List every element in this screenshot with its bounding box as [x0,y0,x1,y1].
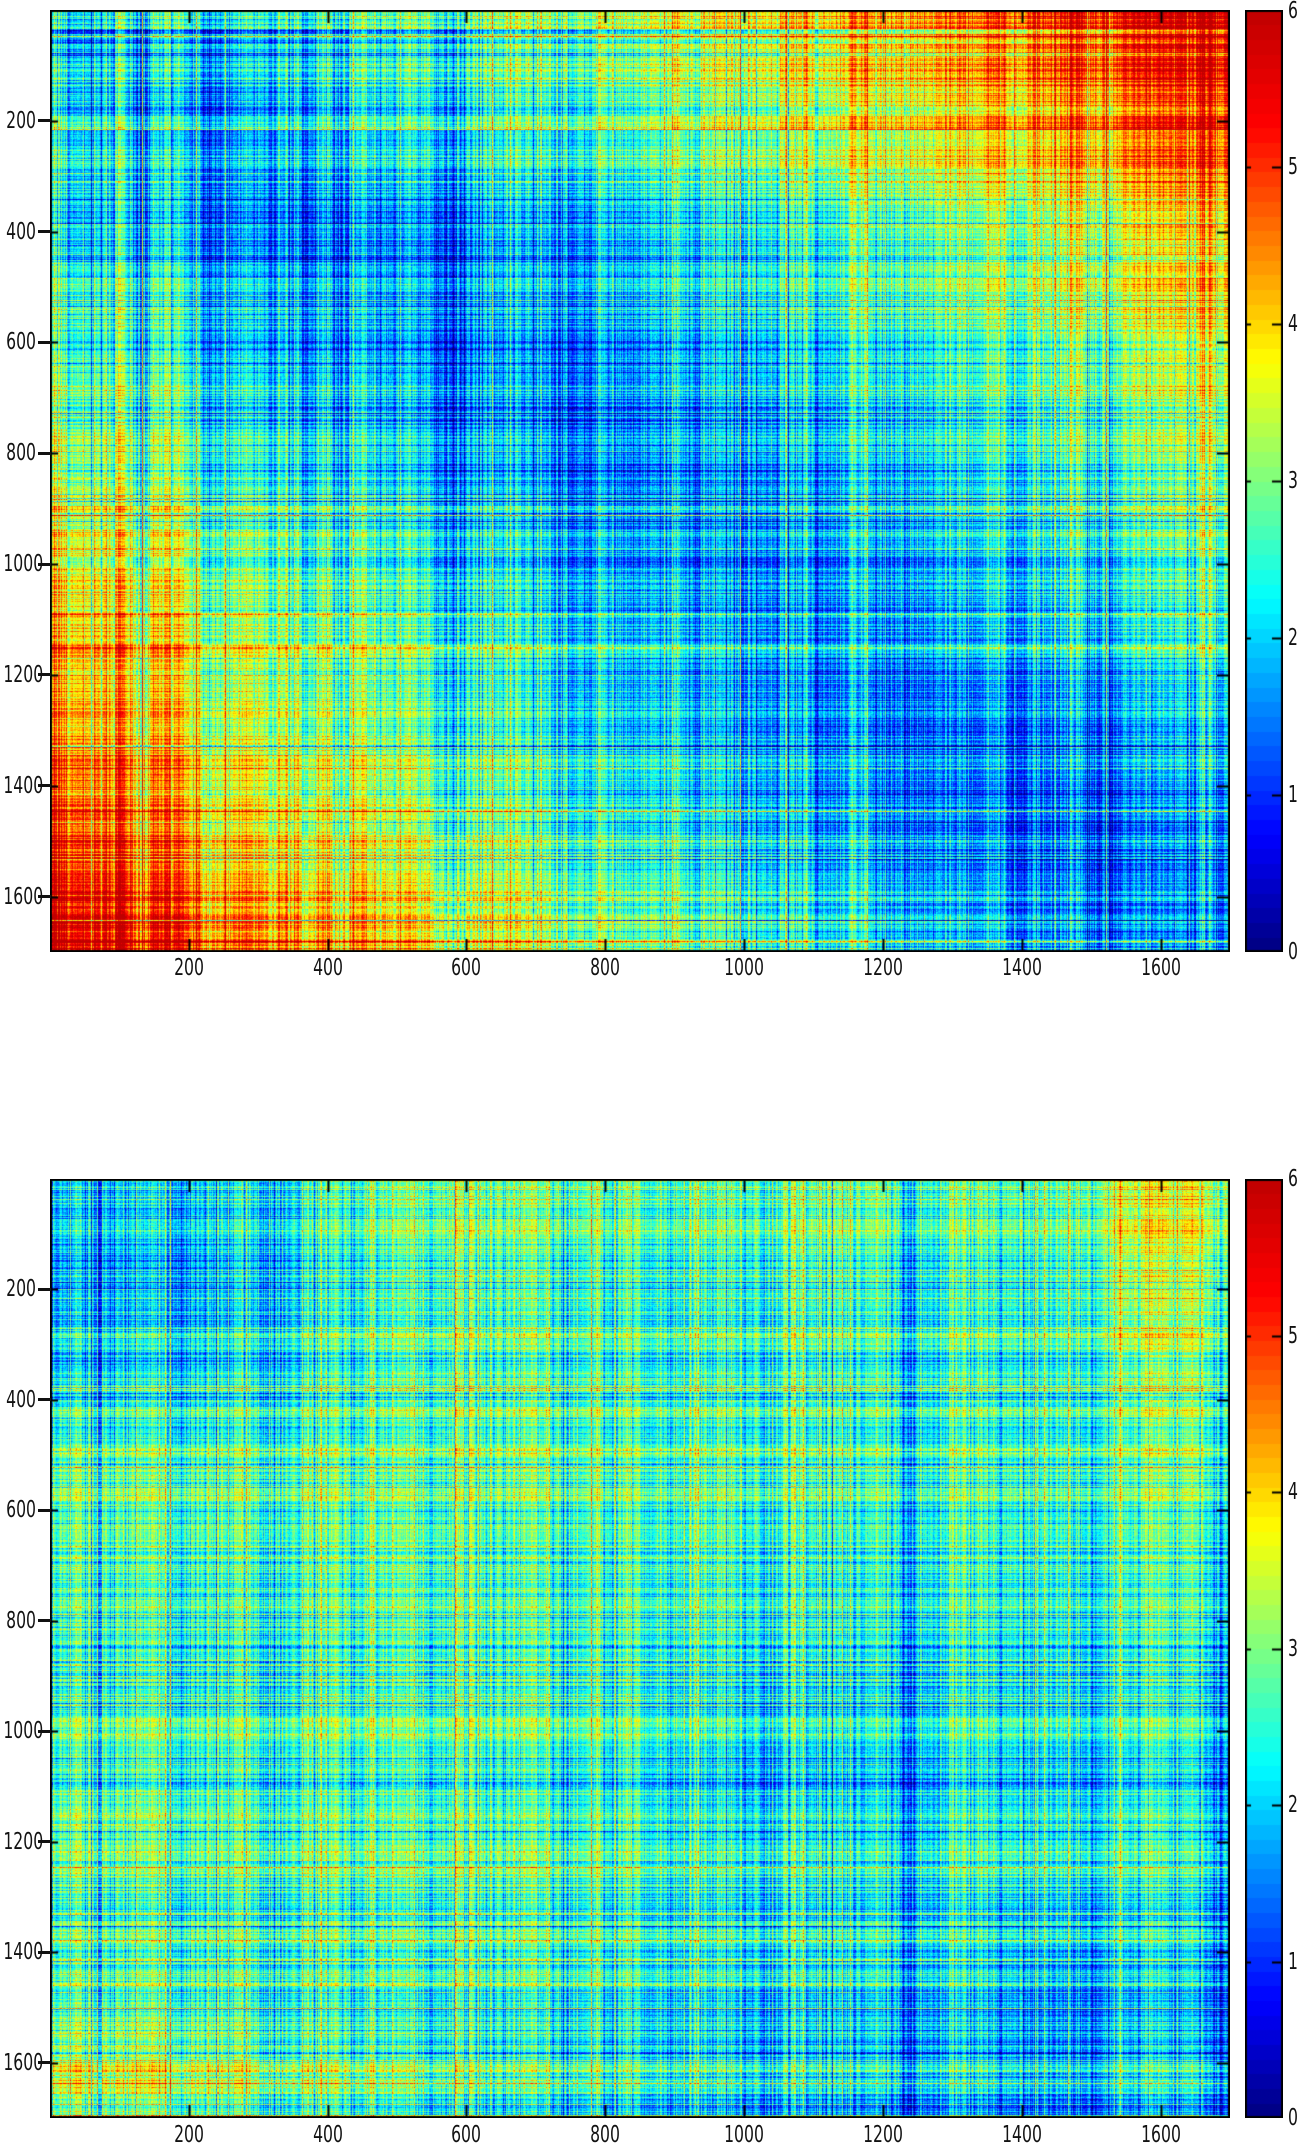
colorbar-2 [1245,1179,1283,2118]
x-tick-label: 400 [312,2122,343,2148]
x-tick-label: 1000 [724,2122,765,2148]
x-tick-label: 1000 [724,955,765,981]
x-tick-label: 1200 [863,2122,903,2148]
y-tick-label: 400 [6,1386,36,1413]
y-tick-label: 1400 [3,1939,44,1966]
colorbar-tick-label: 1 [1288,1948,1298,1975]
y-tick-label: 600 [6,329,36,356]
x-tick-label: 400 [312,955,343,981]
x-tick-label: 1400 [1001,2122,1042,2148]
x-tick-label: 600 [451,2122,482,2148]
x-tick-label: 600 [451,955,482,981]
y-tick-label: 1600 [3,2049,44,2076]
colorbar-tick-label: 3 [1288,468,1298,494]
heatmap-1-image [50,10,1230,952]
colorbar-tick-label: 4 [1288,1479,1298,1505]
y-tick-label: 1400 [3,772,44,799]
colorbar-tick-label: 5 [1288,1322,1298,1349]
colorbar-1 [1245,10,1283,952]
y-tick-label: 200 [6,107,36,134]
colorbar-tick-label: 6 [1288,0,1298,24]
y-tick-label: 400 [6,218,36,245]
colorbar-tick-label: 6 [1288,1166,1298,1192]
y-tick-label: 1000 [3,1718,44,1745]
colorbar-tick-label: 2 [1288,1792,1298,1818]
colorbar-tick-label: 0 [1288,2105,1298,2131]
y-tick-label: 1200 [3,1828,44,1855]
colorbar-tick-label: 5 [1288,154,1298,180]
y-tick-label: 800 [6,440,36,467]
x-tick-label: 800 [590,955,621,981]
colorbar-tick-label: 2 [1288,625,1298,651]
x-tick-label: 1200 [863,955,903,981]
x-tick-label: 1600 [1140,2122,1181,2148]
colorbar-tick-label: 3 [1288,1635,1298,1662]
x-tick-label: 200 [173,955,204,981]
y-tick-label: 800 [6,1607,36,1634]
x-tick-label: 1600 [1140,955,1181,981]
y-tick-label: 200 [6,1276,36,1303]
x-tick-label: 800 [590,2122,621,2148]
y-tick-label: 1000 [3,551,44,578]
x-tick-label: 200 [173,2122,204,2148]
y-tick-label: 1200 [3,661,44,688]
colorbar-tick-label: 1 [1288,782,1298,808]
y-tick-label: 600 [6,1497,36,1524]
y-tick-label: 1600 [3,883,44,910]
colorbar-tick-label: 0 [1288,939,1298,965]
x-tick-label: 1400 [1001,955,1042,981]
heatmap-2-image [50,1179,1230,2118]
colorbar-tick-label: 4 [1288,311,1298,337]
